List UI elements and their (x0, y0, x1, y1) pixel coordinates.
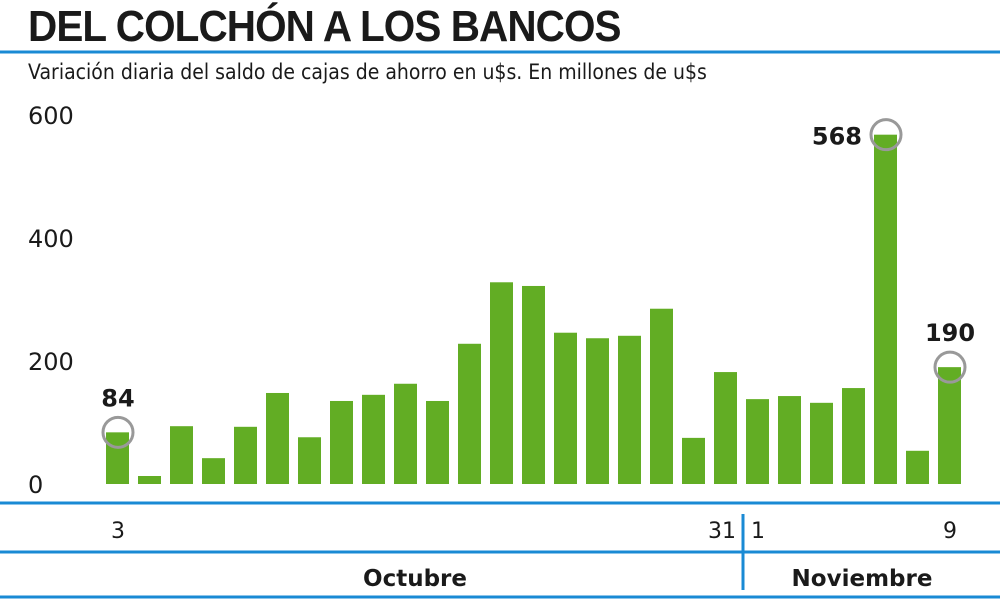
bar (298, 437, 321, 484)
bar (234, 426, 257, 484)
bar (650, 308, 673, 484)
bar (682, 437, 705, 484)
x-tick-label: 9 (943, 519, 957, 544)
y-tick-label: 200 (28, 348, 74, 376)
x-tick-label: 31 (708, 519, 736, 544)
bar (778, 396, 801, 484)
x-tick-label: 3 (111, 519, 125, 544)
bar (138, 476, 161, 484)
bar (426, 400, 449, 484)
bar (618, 335, 641, 484)
bar (810, 402, 833, 484)
data-label: 568 (812, 123, 862, 151)
bar (362, 394, 385, 484)
y-tick-label: 400 (28, 225, 74, 253)
y-tick-label: 600 (28, 102, 74, 130)
bar (394, 383, 417, 484)
x-tick-label: 1 (751, 519, 765, 544)
y-tick-label: 0 (28, 471, 43, 499)
highlight-circle (933, 350, 967, 384)
highlight-circle (869, 118, 903, 152)
bar (522, 285, 545, 484)
data-label: 84 (101, 384, 134, 412)
highlight-circle (101, 415, 135, 449)
bar (746, 399, 769, 484)
bar (490, 282, 513, 484)
bar (874, 134, 897, 484)
month-label: Noviembre (792, 566, 933, 592)
bar (906, 450, 929, 484)
bar (586, 338, 609, 484)
bar (458, 343, 481, 484)
bar (202, 458, 225, 484)
bar (938, 367, 961, 484)
data-label: 190 (925, 319, 975, 347)
chart-title: DEL COLCHÓN A LOS BANCOS (28, 2, 622, 51)
bar (170, 426, 193, 484)
chart-subtitle: Variación diaria del saldo de cajas de a… (28, 60, 707, 84)
bar (266, 392, 289, 484)
month-label: Octubre (363, 566, 467, 592)
bar (842, 388, 865, 484)
bar (714, 372, 737, 484)
bar (330, 400, 353, 484)
bar (106, 432, 129, 484)
bar (554, 332, 577, 484)
